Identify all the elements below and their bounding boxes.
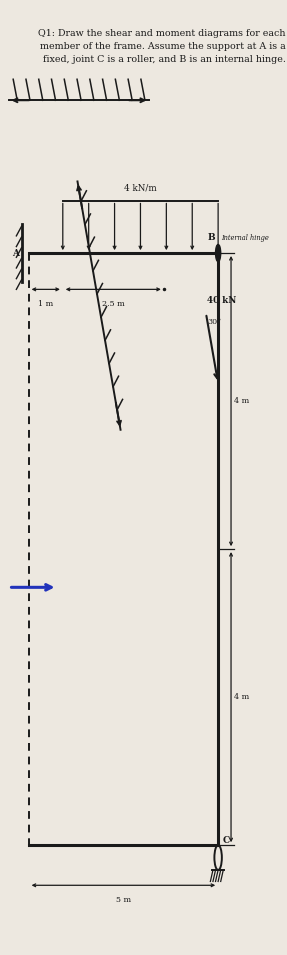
Text: 4 m: 4 m [234, 397, 250, 405]
Text: A: A [12, 248, 19, 258]
Text: 2.5 m: 2.5 m [102, 300, 125, 308]
Text: 1 m: 1 m [38, 300, 53, 308]
Circle shape [216, 244, 221, 262]
Text: C: C [222, 836, 230, 845]
Text: 30°: 30° [207, 318, 222, 326]
Text: Internal hinge: Internal hinge [221, 234, 269, 242]
Text: B: B [207, 233, 215, 242]
Text: 5 m: 5 m [116, 896, 131, 903]
Text: Q1: Draw the shear and moment diagrams for each
member of the frame. Assume the : Q1: Draw the shear and moment diagrams f… [38, 29, 286, 64]
Text: 4 kN/m: 4 kN/m [124, 184, 157, 193]
Text: 4 m: 4 m [234, 693, 250, 701]
Text: 40 kN: 40 kN [207, 296, 236, 306]
